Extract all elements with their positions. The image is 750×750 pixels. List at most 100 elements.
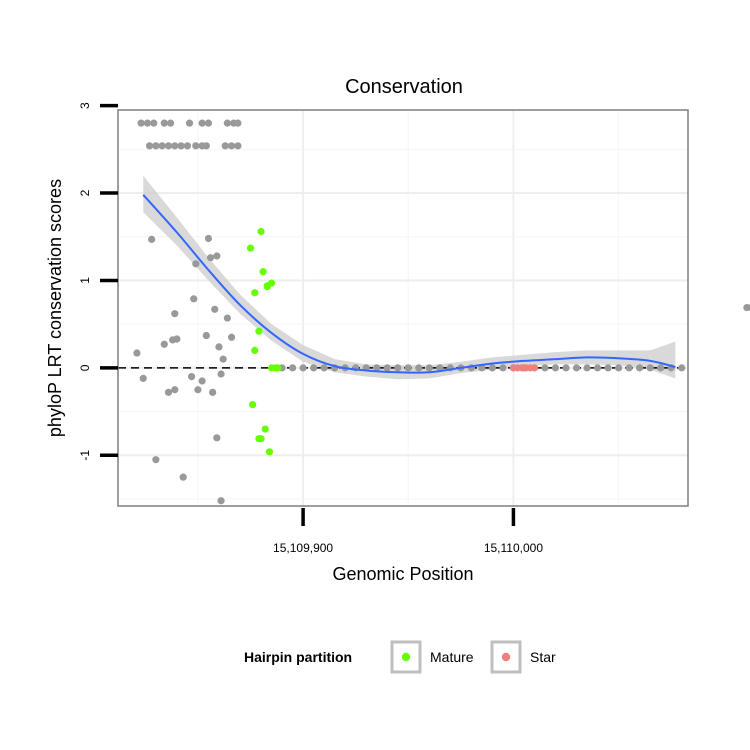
- data-point-mature: [255, 327, 263, 335]
- data-point-other: [227, 142, 236, 150]
- data-point-other: [636, 364, 644, 372]
- x-axis-title: Genomic Position: [332, 564, 473, 584]
- data-point-other: [209, 388, 217, 396]
- data-point-other: [541, 364, 549, 372]
- data-point-other: [747, 304, 750, 311]
- data-point-other: [373, 364, 381, 372]
- chart-title: Conservation: [345, 76, 463, 98]
- data-point-other: [171, 142, 179, 150]
- data-point-other: [562, 364, 570, 372]
- data-point-other: [499, 364, 507, 372]
- y-axis-title: phyloP LRT conservation scores: [45, 179, 65, 437]
- y-tick-label: 0: [78, 364, 92, 371]
- data-point-other: [551, 364, 560, 372]
- x-axis: 15,109,900 15,110,000: [273, 508, 543, 555]
- data-point-mature: [263, 282, 271, 291]
- ribbon-layer: [143, 175, 676, 380]
- data-point-mature: [246, 244, 255, 252]
- data-point-other: [234, 119, 242, 127]
- data-point-other: [160, 119, 168, 127]
- data-point-mature: [274, 364, 282, 372]
- legend-point-star: [501, 652, 511, 662]
- data-point-other: [202, 331, 210, 340]
- data-point-other: [164, 142, 173, 150]
- data-point-other: [223, 119, 231, 127]
- data-point-other: [219, 355, 227, 363]
- data-point-other: [383, 364, 391, 372]
- data-point-mature: [257, 435, 265, 443]
- data-point-other: [213, 252, 221, 260]
- data-point-other: [394, 364, 402, 372]
- plot-border: [117, 109, 689, 507]
- legend-label-mature: Mature: [430, 649, 474, 665]
- y-tick-label: -1: [78, 450, 92, 461]
- data-point-other: [583, 364, 591, 372]
- data-point-other: [288, 364, 297, 372]
- points-layer: [133, 119, 750, 505]
- data-point-other: [137, 119, 145, 127]
- data-point-other: [202, 142, 210, 150]
- data-point-other: [148, 235, 156, 243]
- data-point-other: [213, 434, 221, 442]
- data-point-other: [593, 364, 602, 372]
- data-point-mature: [261, 425, 269, 433]
- data-point-other: [404, 364, 412, 372]
- data-point-other: [139, 374, 147, 382]
- data-point-star: [530, 364, 539, 372]
- data-point-other: [657, 364, 665, 372]
- data-point-other: [143, 119, 152, 127]
- data-point-mature: [251, 289, 259, 297]
- data-point-other: [185, 119, 194, 127]
- data-point-other: [215, 343, 223, 351]
- confidence-ribbon: [143, 175, 676, 380]
- data-point-other: [217, 370, 225, 378]
- grid-layer: [118, 110, 688, 506]
- data-point-other: [320, 364, 328, 372]
- legend-point-mature: [401, 652, 411, 662]
- data-point-other: [179, 473, 187, 481]
- legend-key-mature: [390, 640, 422, 674]
- data-point-mature: [265, 448, 274, 456]
- data-point-other: [150, 119, 158, 127]
- data-point-other: [425, 364, 433, 372]
- data-point-mature: [257, 227, 265, 236]
- data-point-other: [436, 364, 444, 372]
- data-point-other: [183, 142, 192, 150]
- data-point-other: [217, 497, 225, 505]
- data-point-other: [221, 142, 229, 150]
- data-point-other: [223, 314, 231, 322]
- data-point-other: [646, 364, 654, 372]
- x-tick-label: 15,109,900: [273, 541, 333, 555]
- data-point-other: [572, 364, 581, 372]
- data-point-mature: [251, 346, 259, 354]
- data-point-other: [177, 142, 185, 150]
- data-point-other: [158, 142, 166, 150]
- data-point-other: [171, 386, 179, 394]
- y-tick-label: 1: [78, 277, 92, 284]
- y-tick-label: 3: [78, 102, 92, 109]
- data-point-other: [227, 333, 236, 341]
- legend-title: Hairpin partition: [244, 649, 352, 665]
- data-point-other: [171, 310, 179, 318]
- x-tick-label: 15,110,000: [484, 541, 543, 555]
- data-point-other: [166, 119, 175, 127]
- legend: Hairpin partition Mature Star: [244, 640, 556, 674]
- data-point-other: [614, 364, 623, 372]
- data-point-other: [299, 364, 307, 372]
- data-point-other: [234, 142, 242, 150]
- data-point-other: [204, 234, 213, 243]
- data-point-mature: [249, 400, 257, 409]
- data-point-other: [160, 340, 168, 348]
- data-point-other: [188, 373, 196, 381]
- data-point-other: [310, 364, 318, 372]
- data-point-other: [173, 335, 181, 343]
- data-point-other: [604, 364, 612, 372]
- data-point-other: [198, 119, 206, 127]
- data-point-other: [625, 364, 633, 372]
- data-point-other: [190, 295, 198, 303]
- data-point-other: [192, 260, 200, 268]
- data-point-other: [194, 386, 202, 394]
- y-axis: -1 0 1 2 3: [78, 102, 118, 461]
- data-point-mature: [259, 268, 267, 276]
